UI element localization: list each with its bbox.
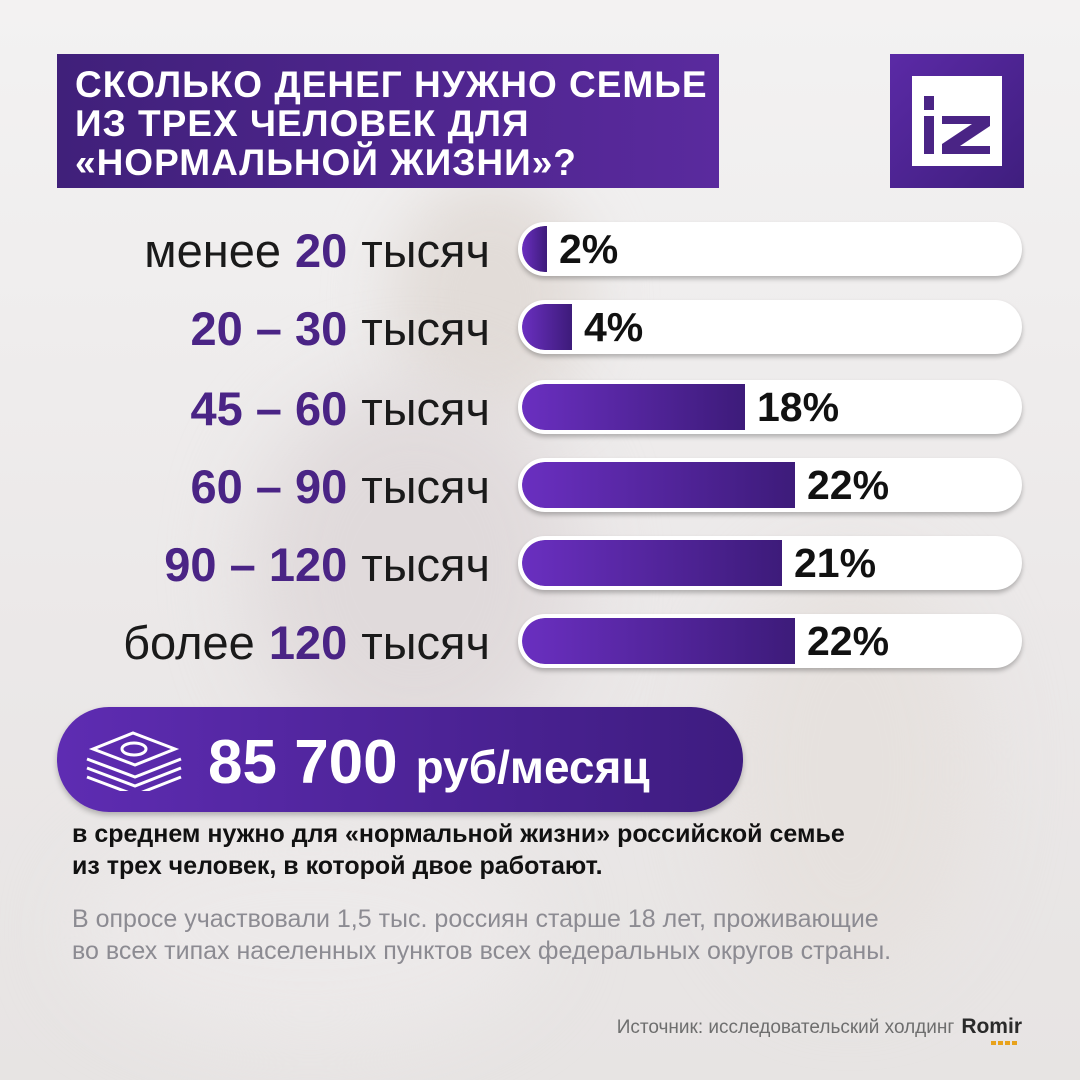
- bar-row: 45 – 60 тысяч 18%: [0, 378, 1080, 438]
- title-box: СКОЛЬКО ДЕНЕГ НУЖНО СЕМЬЕ ИЗ ТРЕХ ЧЕЛОВЕ…: [57, 54, 719, 188]
- title-line: «НОРМАЛЬНОЙ ЖИЗНИ»?: [75, 142, 577, 183]
- source-credit: Источник: исследовательский холдинг Romi…: [616, 1015, 1022, 1045]
- bar-row: 20 – 30 тысяч 4%: [0, 298, 1080, 358]
- amount-value: 85 700: [208, 728, 398, 797]
- bar-track: 22%: [518, 458, 1022, 512]
- category-label: менее 20 тысяч: [144, 220, 490, 280]
- category-label: 90 – 120 тысяч: [164, 534, 490, 594]
- romir-brand: Romir: [961, 1015, 1022, 1038]
- iz-logo-icon: [912, 76, 1002, 166]
- bar-value-label: 2%: [559, 225, 619, 272]
- bar-value-label: 21%: [794, 539, 877, 586]
- bar: [522, 618, 795, 664]
- description: в среднем нужно для «нормальной жизни» р…: [72, 818, 1032, 882]
- bar-track: 22%: [518, 614, 1022, 668]
- title-line: ИЗ ТРЕХ ЧЕЛОВЕК ДЛЯ: [75, 103, 530, 144]
- bar-row: 60 – 90 тысяч 22%: [0, 456, 1080, 516]
- category-range: 45 – 60: [190, 381, 348, 435]
- iz-logo: [890, 54, 1024, 188]
- category-label: 45 – 60 тысяч: [190, 378, 490, 438]
- bar: [522, 384, 745, 430]
- bar: [522, 304, 572, 350]
- bar-row: 90 – 120 тысяч 21%: [0, 534, 1080, 594]
- description-line: в среднем нужно для «нормальной жизни» р…: [72, 820, 845, 848]
- bar-value-label: 4%: [584, 303, 644, 350]
- survey-line: во всех типах населенных пунктов всех фе…: [72, 937, 892, 965]
- amount-unit: руб/месяц: [415, 741, 650, 793]
- category-suffix: тысяч: [361, 301, 490, 355]
- category-range: 90 – 120: [164, 537, 348, 591]
- romir-logo: Romir: [961, 1015, 1022, 1045]
- money-stack-icon: [86, 731, 182, 791]
- bar-row: менее 20 тысяч 2%: [0, 220, 1080, 280]
- romir-dots: [991, 1041, 1018, 1045]
- source-label: Источник: исследовательский холдинг: [616, 1017, 955, 1038]
- average-amount-pill: 85 700 руб/месяц: [57, 707, 743, 812]
- description-line: из трех человек, в которой двое работают…: [72, 852, 603, 880]
- bar-track: 4%: [518, 300, 1022, 354]
- bar-value-label: 22%: [807, 617, 890, 664]
- bar: [522, 462, 795, 508]
- category-label: 20 – 30 тысяч: [190, 298, 490, 358]
- category-prefix: менее: [144, 223, 281, 277]
- survey-note: В опросе участвовали 1,5 тыс. россиян ст…: [72, 903, 1032, 967]
- category-prefix: более: [123, 615, 255, 669]
- bar-track: 2%: [518, 222, 1022, 276]
- category-range: 20: [294, 223, 348, 277]
- bar-track: 18%: [518, 380, 1022, 434]
- average-amount: 85 700 руб/месяц: [208, 707, 650, 812]
- bar-value-label: 18%: [757, 383, 840, 430]
- category-suffix: тысяч: [361, 459, 490, 513]
- category-suffix: тысяч: [361, 537, 490, 591]
- category-range: 120: [268, 615, 348, 669]
- category-suffix: тысяч: [361, 615, 490, 669]
- category-range: 60 – 90: [190, 459, 348, 513]
- title-line: СКОЛЬКО ДЕНЕГ НУЖНО СЕМЬЕ: [75, 64, 708, 105]
- category-suffix: тысяч: [361, 223, 490, 277]
- bar: [522, 540, 782, 586]
- category-label: 60 – 90 тысяч: [190, 456, 490, 516]
- survey-line: В опросе участвовали 1,5 тыс. россиян ст…: [72, 905, 879, 933]
- category-suffix: тысяч: [361, 381, 490, 435]
- category-range: 20 – 30: [190, 301, 348, 355]
- bar: [522, 226, 547, 272]
- bar-value-label: 22%: [807, 461, 890, 508]
- category-label: более 120 тысяч: [123, 612, 490, 672]
- bar-row: более 120 тысяч 22%: [0, 612, 1080, 672]
- bar-track: 21%: [518, 536, 1022, 590]
